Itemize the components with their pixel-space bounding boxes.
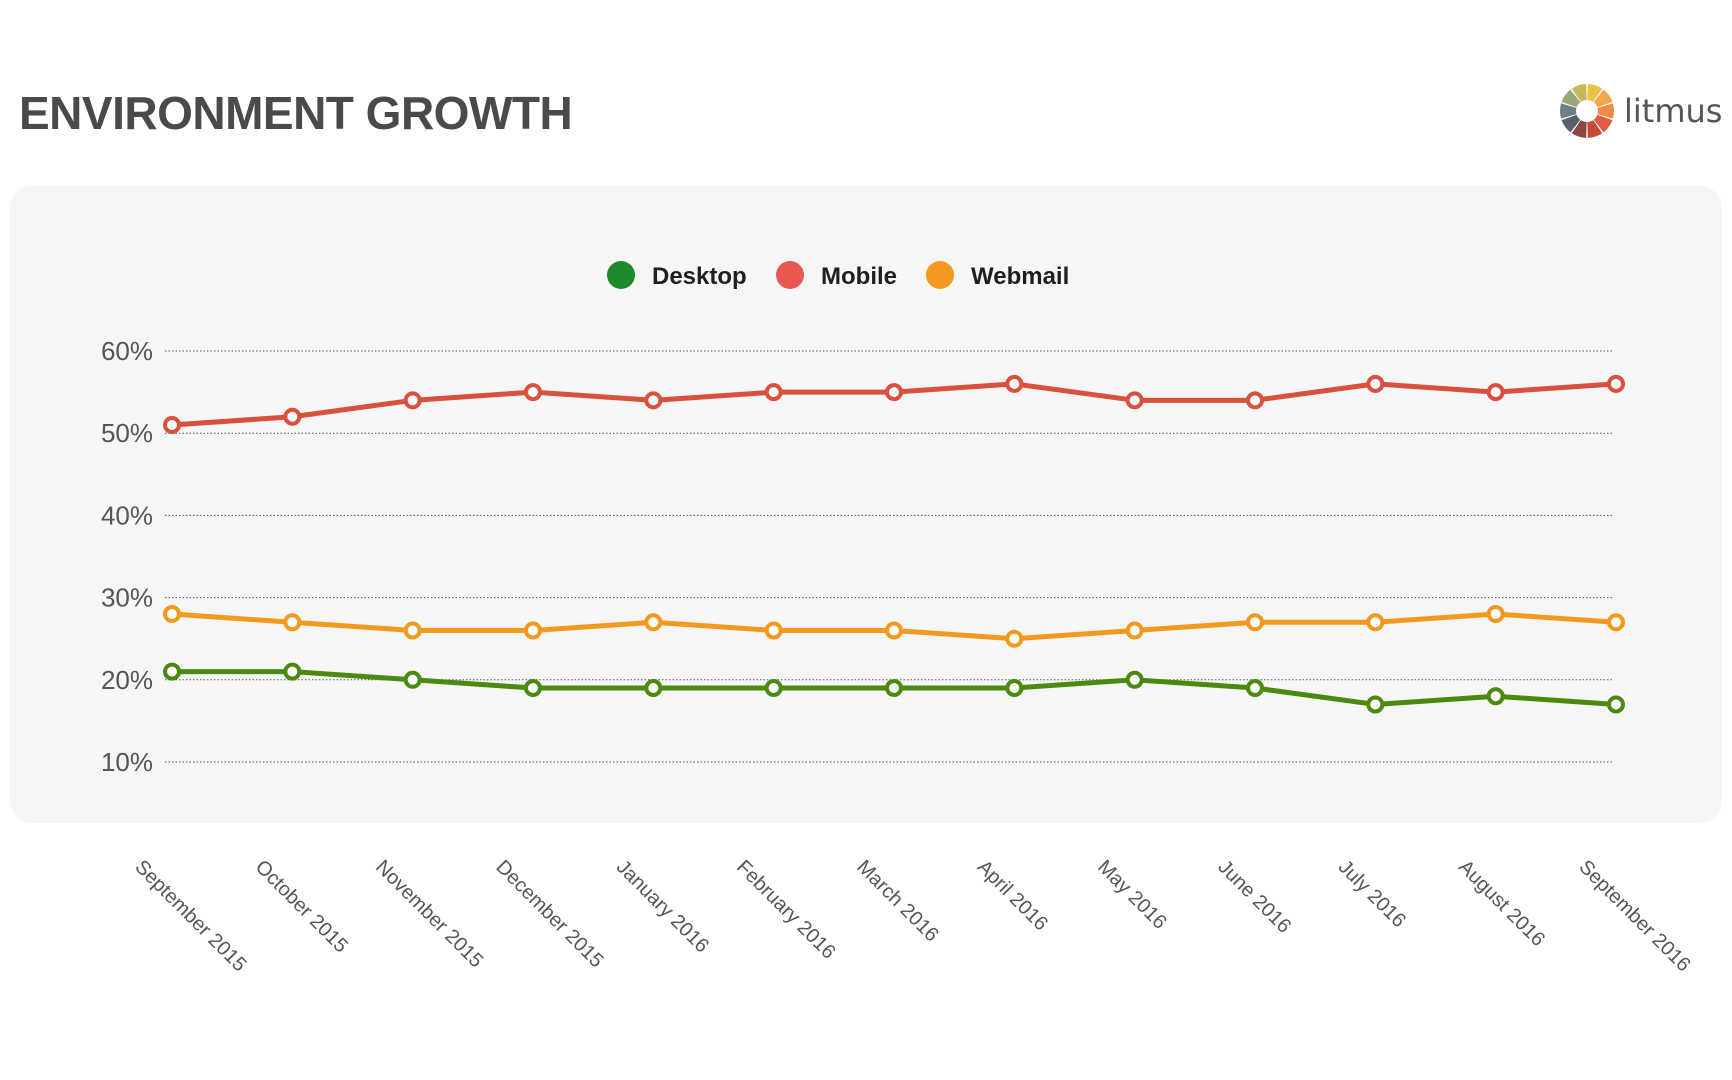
- data-point-webmail: [403, 621, 422, 640]
- legend-marker-webmail: [926, 261, 954, 289]
- logo-segment: [1561, 114, 1581, 133]
- data-point-webmail: [1125, 621, 1144, 640]
- x-tick-label: March 2016: [852, 856, 942, 946]
- x-tick-label: April 2016: [973, 856, 1052, 935]
- x-tick-label: May 2016: [1093, 856, 1171, 934]
- logo-segment: [1587, 120, 1603, 138]
- y-tick-label: 30%: [101, 583, 153, 613]
- series-lines: [163, 374, 1625, 714]
- data-point-webmail: [885, 621, 903, 640]
- y-tick-label: 40%: [101, 500, 153, 530]
- data-point-mobile: [524, 383, 542, 402]
- y-tick-label: 50%: [101, 418, 153, 448]
- data-point-desktop: [885, 679, 903, 698]
- data-point-webmail: [283, 613, 302, 632]
- data-point-mobile: [1246, 391, 1264, 410]
- x-tick-label: July 2016: [1334, 856, 1410, 932]
- data-point-mobile: [885, 383, 903, 402]
- data-point-webmail: [1246, 613, 1264, 632]
- data-point-desktop: [403, 670, 422, 689]
- page-title: ENVIRONMENT GROWTH: [19, 87, 573, 139]
- legend-marker-mobile: [776, 261, 804, 289]
- legend-marker-desktop: [607, 261, 635, 289]
- data-point-desktop: [1005, 679, 1024, 698]
- data-point-desktop: [1246, 679, 1264, 698]
- x-tick-label: November 2015: [371, 856, 487, 972]
- data-point-desktop: [163, 662, 181, 681]
- litmus-wheel-icon: [1560, 84, 1614, 138]
- data-point-desktop: [764, 679, 783, 698]
- y-tick-label: 60%: [101, 336, 153, 366]
- y-tick-label: 20%: [101, 665, 153, 695]
- y-axis: 60% 50% 40% 30% 20% 10%: [101, 336, 153, 777]
- data-point-desktop: [644, 679, 663, 698]
- data-point-webmail: [163, 605, 181, 624]
- data-point-mobile: [644, 391, 663, 410]
- logo-segment: [1571, 84, 1587, 102]
- x-tick-label: December 2015: [491, 856, 607, 972]
- logo-segment: [1593, 114, 1613, 133]
- logo-segment: [1597, 103, 1614, 119]
- logo-segment: [1571, 120, 1587, 138]
- data-point-mobile: [283, 407, 302, 426]
- data-point-webmail: [764, 621, 783, 640]
- data-point-webmail: [1366, 613, 1385, 632]
- data-point-desktop: [1607, 695, 1625, 714]
- x-tick-label: August 2016: [1454, 856, 1549, 951]
- x-axis: September 2015 October 2015 November 2015 D…: [130, 856, 1694, 976]
- chart-panel: [10, 186, 1722, 823]
- data-point-mobile: [764, 383, 783, 402]
- data-point-mobile: [403, 391, 422, 410]
- logo-segment: [1587, 84, 1603, 102]
- data-point-desktop: [1366, 695, 1385, 714]
- legend: Desktop Mobile Webmail: [607, 261, 1069, 290]
- data-point-webmail: [1486, 605, 1505, 624]
- legend-label-desktop: Desktop: [652, 263, 747, 290]
- x-tick-label: January 2016: [612, 856, 713, 957]
- logo-segment: [1561, 89, 1581, 108]
- data-point-mobile: [1125, 391, 1144, 410]
- x-tick-label: October 2015: [251, 856, 352, 957]
- data-point-mobile: [1486, 383, 1505, 402]
- data-point-mobile: [163, 415, 181, 434]
- legend-label-webmail: Webmail: [971, 263, 1069, 290]
- data-point-webmail: [1005, 629, 1024, 648]
- logo-segment: [1560, 103, 1577, 119]
- litmus-logo: litmus: [1558, 82, 1722, 140]
- logo-text: litmus: [1624, 92, 1723, 130]
- y-tick-label: 10%: [101, 747, 153, 777]
- data-point-webmail: [524, 621, 542, 640]
- data-point-desktop: [1486, 687, 1505, 706]
- x-tick-label: September 2015: [130, 856, 250, 976]
- gridlines: [165, 350, 1614, 763]
- data-point-desktop: [1125, 670, 1144, 689]
- legend-label-mobile: Mobile: [821, 263, 897, 290]
- data-point-webmail: [644, 613, 663, 632]
- data-point-mobile: [1005, 374, 1024, 393]
- x-tick-label: September 2016: [1574, 856, 1694, 976]
- data-point-mobile: [1366, 374, 1385, 393]
- x-tick-label: June 2016: [1213, 856, 1295, 938]
- data-point-mobile: [1607, 374, 1625, 393]
- data-point-desktop: [524, 679, 542, 698]
- logo-segment: [1593, 89, 1613, 108]
- data-point-webmail: [1607, 613, 1625, 632]
- x-tick-label: February 2016: [732, 856, 840, 964]
- data-point-desktop: [283, 662, 302, 681]
